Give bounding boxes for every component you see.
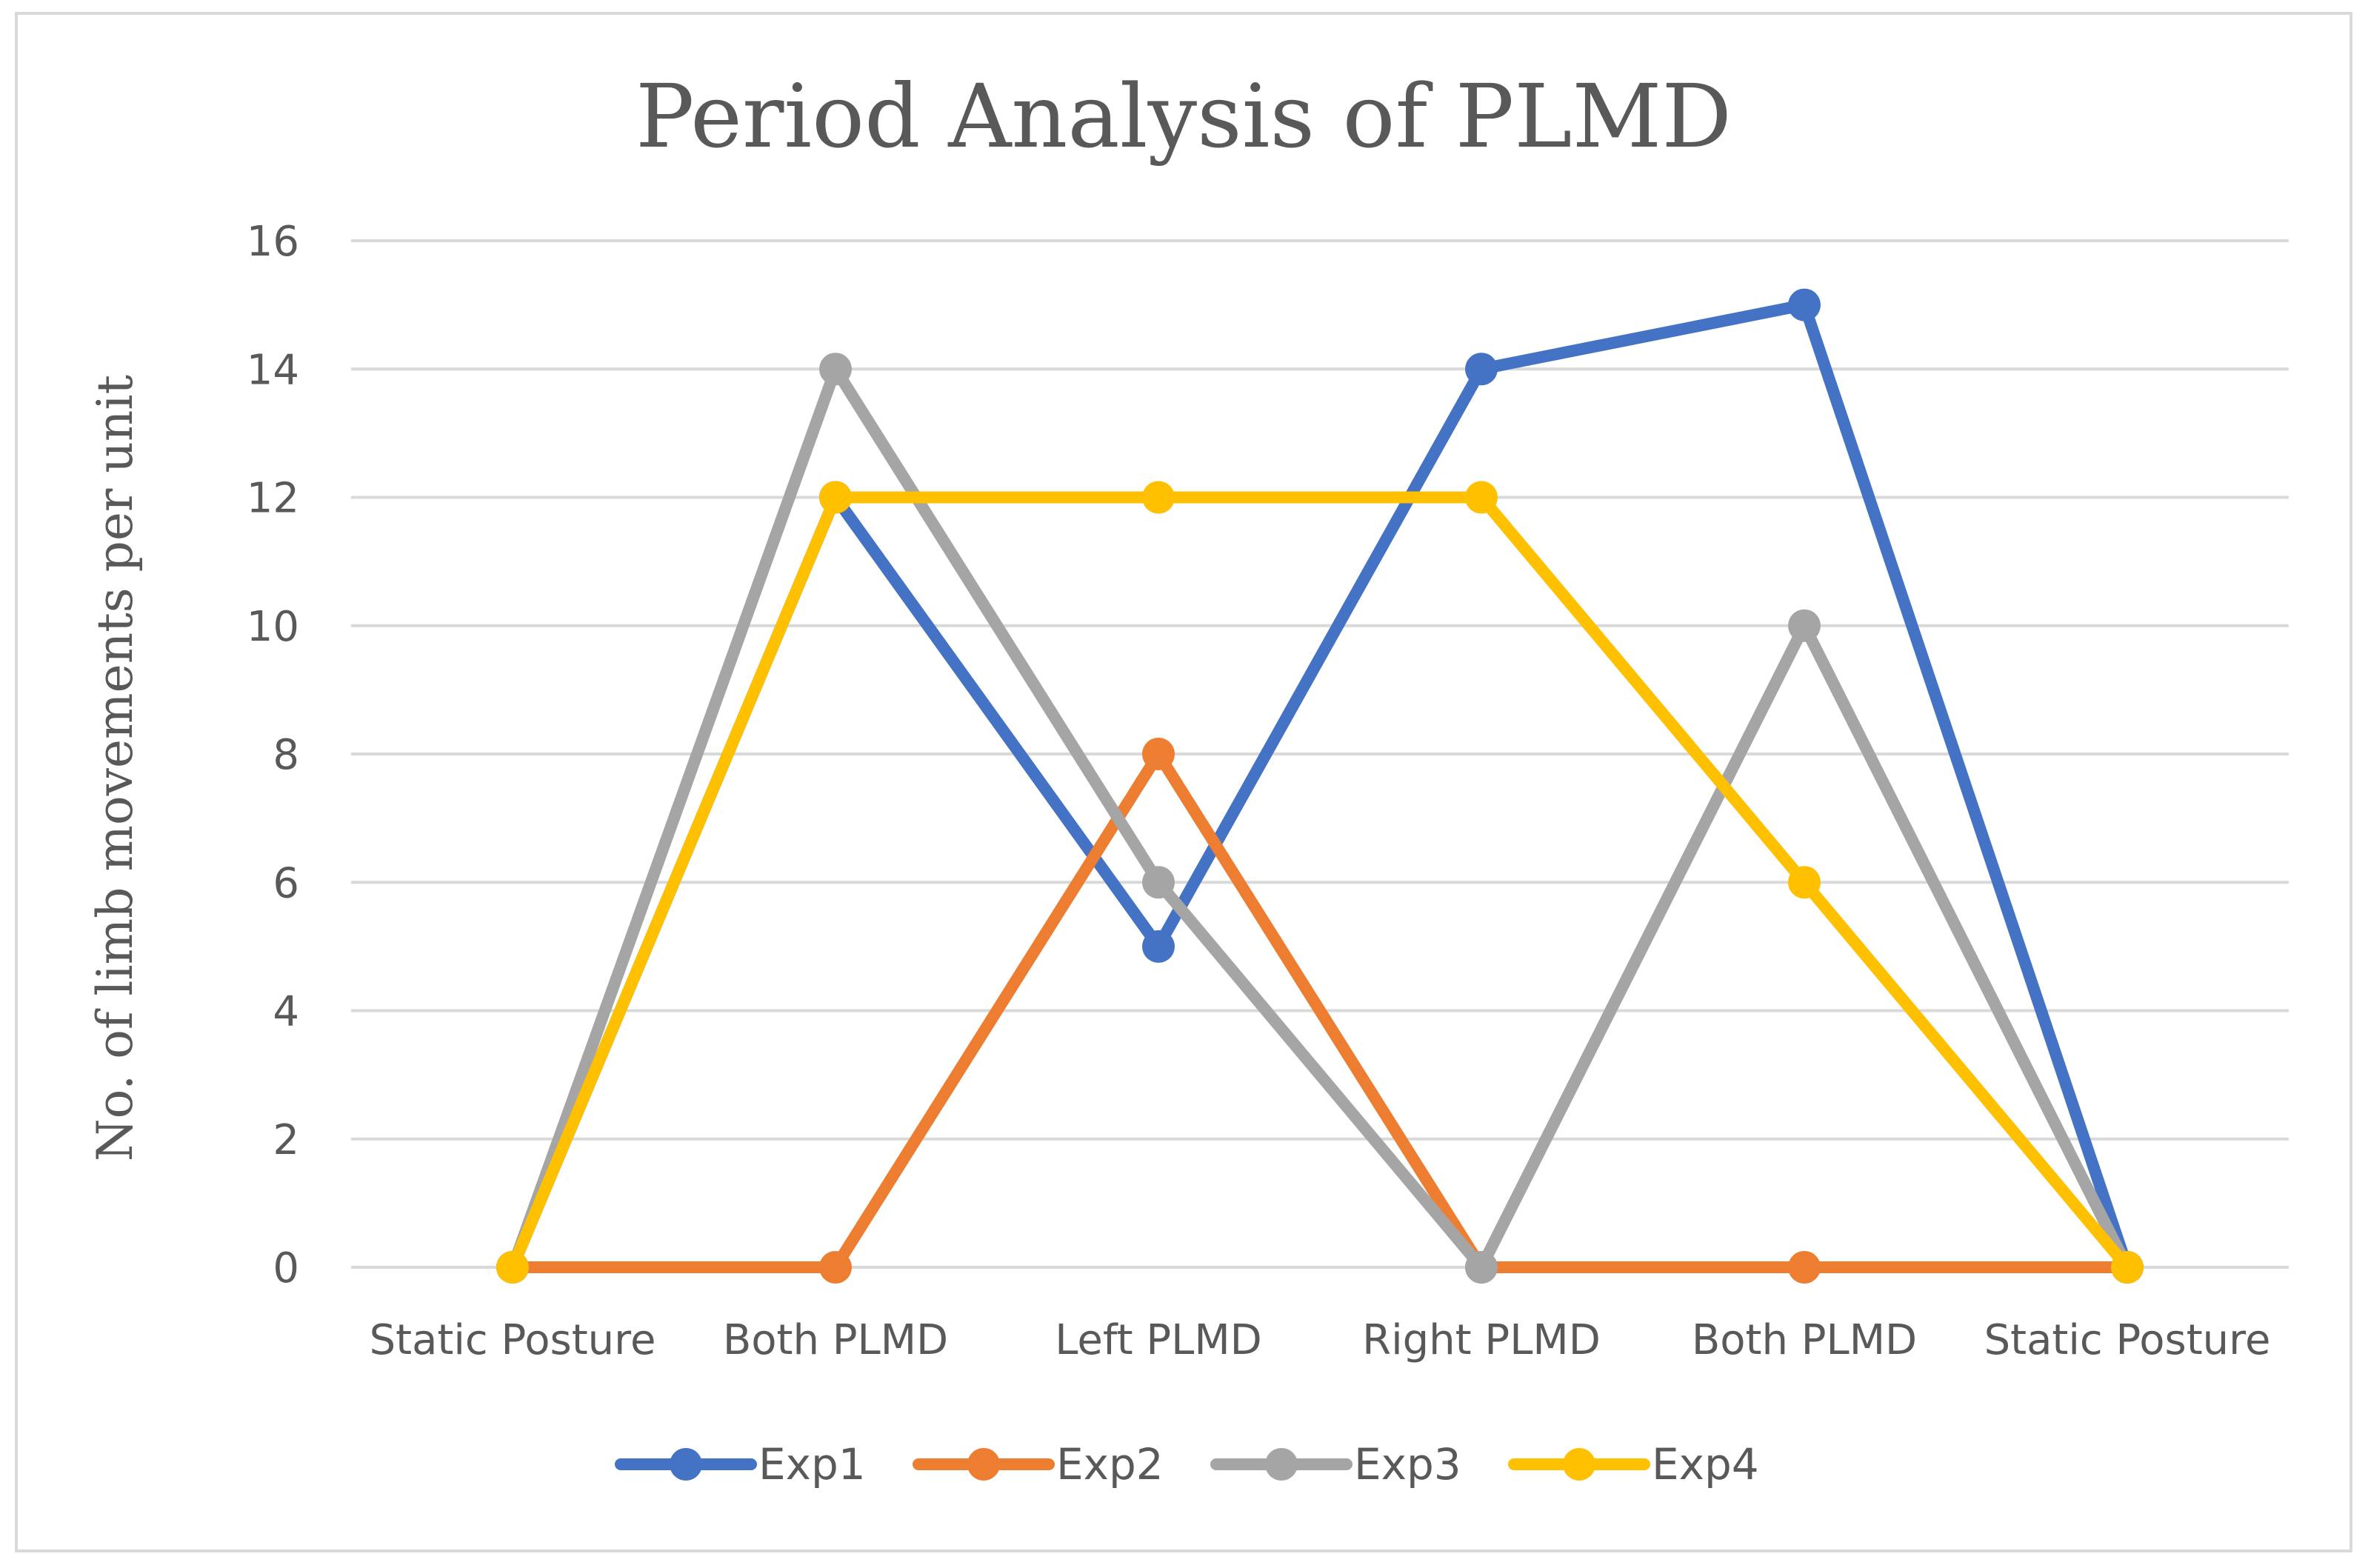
legend-item: Exp4 (1508, 1439, 1759, 1489)
legend-item: Exp1 (615, 1439, 866, 1489)
x-tick-label: Static Posture (1984, 1316, 2271, 1364)
y-tick-label: 16 (247, 218, 299, 266)
data-point (1142, 866, 1175, 899)
series-exp1 (496, 288, 2144, 1284)
series-line (507, 363, 2133, 1273)
y-tick-label: 12 (247, 475, 299, 523)
legend-label: Exp1 (758, 1439, 866, 1489)
legend-marker (967, 1448, 1000, 1481)
legend-item: Exp2 (913, 1439, 1164, 1489)
data-point (819, 1251, 852, 1284)
x-axis-ticks: Static Posture Both PLMD Left PLMD Right PL… (370, 1316, 2271, 1364)
legend-label: Exp3 (1354, 1439, 1461, 1489)
data-point (1788, 288, 1821, 321)
legend-item: Exp3 (1210, 1439, 1461, 1489)
series-exp4 (496, 481, 2144, 1284)
y-tick-label: 10 (247, 603, 299, 651)
y-axis-ticks: 0 2 4 6 8 10 12 14 16 (247, 218, 299, 1292)
data-point (1788, 866, 1821, 899)
chart-title: Period Analysis of PLMD (636, 65, 1732, 167)
data-point (1142, 738, 1175, 770)
y-tick-label: 6 (273, 859, 299, 907)
data-point (1465, 353, 1498, 386)
x-tick-label: Both PLMD (1692, 1316, 1917, 1364)
data-point (819, 353, 852, 386)
data-point (1142, 930, 1175, 963)
x-tick-label: Both PLMD (723, 1316, 948, 1364)
x-tick-label: Left PLMD (1055, 1316, 1262, 1364)
legend-marker (670, 1448, 702, 1481)
y-tick-label: 8 (273, 731, 299, 779)
data-point (2111, 1251, 2144, 1284)
data-point (496, 1251, 529, 1284)
series-line (507, 491, 2133, 1273)
legend: Exp1 Exp2 Exp3 Exp4 (615, 1439, 1759, 1489)
legend-label: Exp4 (1652, 1439, 1759, 1489)
data-point (1465, 481, 1498, 514)
data-point (1142, 481, 1175, 514)
x-tick-label: Static Posture (370, 1316, 656, 1364)
y-tick-label: 4 (273, 988, 299, 1036)
legend-marker (1265, 1448, 1298, 1481)
data-point (819, 481, 852, 514)
data-point (1788, 1251, 1821, 1284)
series-lines (496, 288, 2144, 1284)
legend-marker (1563, 1448, 1595, 1481)
series-line (507, 748, 2133, 1273)
data-point (1788, 609, 1821, 642)
y-tick-label: 2 (273, 1116, 299, 1164)
y-tick-label: 14 (247, 346, 299, 394)
y-axis-title: No. of limb movements per unit (87, 375, 144, 1161)
y-tick-label: 0 (273, 1244, 299, 1292)
legend-label: Exp2 (1056, 1439, 1164, 1489)
x-tick-label: Right PLMD (1362, 1316, 1601, 1364)
data-point (1465, 1251, 1498, 1284)
